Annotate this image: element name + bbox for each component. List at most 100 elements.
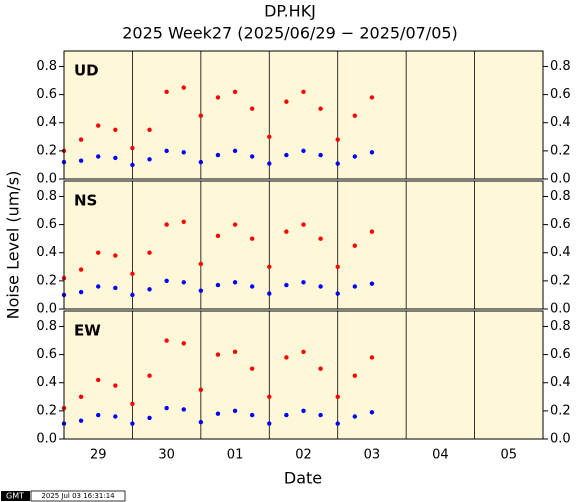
y-tick-label-right: 0.8 bbox=[550, 59, 571, 74]
data-point bbox=[96, 154, 101, 159]
data-point bbox=[96, 412, 101, 418]
data-point bbox=[232, 408, 238, 414]
data-point bbox=[232, 280, 238, 285]
data-point bbox=[335, 137, 340, 142]
plot-area bbox=[64, 181, 543, 309]
data-point bbox=[335, 291, 340, 296]
data-point bbox=[352, 373, 358, 378]
data-point bbox=[147, 373, 152, 378]
data-point bbox=[215, 352, 221, 357]
panel-label: NS bbox=[74, 192, 97, 210]
data-point bbox=[164, 222, 169, 227]
data-point bbox=[215, 411, 221, 416]
data-point bbox=[352, 243, 358, 248]
data-point bbox=[318, 284, 323, 289]
data-point bbox=[284, 282, 289, 288]
data-point bbox=[335, 394, 340, 400]
y-tick-label-right: 0.0 bbox=[550, 432, 571, 447]
data-point bbox=[369, 355, 375, 360]
data-point bbox=[267, 264, 272, 270]
data-point bbox=[215, 95, 221, 100]
data-point bbox=[249, 412, 255, 418]
data-point bbox=[249, 154, 255, 159]
y-tick-label: 0.2 bbox=[36, 273, 57, 288]
data-point bbox=[232, 148, 238, 154]
data-point bbox=[284, 229, 289, 234]
data-point bbox=[198, 419, 204, 425]
data-point bbox=[318, 412, 323, 418]
data-point bbox=[301, 280, 306, 285]
data-point bbox=[369, 229, 375, 234]
plot-frame bbox=[63, 50, 544, 180]
data-point bbox=[181, 280, 186, 285]
x-tick-label: 29 bbox=[90, 448, 107, 463]
data-point bbox=[147, 287, 152, 292]
x-axis-label: Date bbox=[284, 469, 322, 488]
data-point bbox=[198, 113, 204, 118]
data-point bbox=[130, 162, 135, 168]
data-point bbox=[335, 421, 340, 426]
data-point bbox=[301, 89, 306, 94]
data-point bbox=[284, 412, 289, 418]
data-point bbox=[78, 137, 84, 142]
plot-area bbox=[64, 51, 543, 179]
data-point bbox=[147, 415, 152, 421]
data-point bbox=[318, 236, 323, 241]
data-point bbox=[232, 89, 238, 94]
data-point bbox=[96, 123, 101, 128]
y-tick-label: 0.2 bbox=[36, 403, 57, 418]
data-point bbox=[267, 421, 272, 426]
y-tick-label-right: 0.0 bbox=[550, 172, 571, 187]
data-point bbox=[78, 158, 84, 163]
data-point bbox=[318, 152, 323, 158]
y-tick-label: 0.0 bbox=[36, 432, 57, 447]
y-tick-label-right: 0.8 bbox=[550, 189, 571, 204]
data-point bbox=[164, 405, 169, 411]
y-tick-label: 0.0 bbox=[36, 172, 57, 187]
data-point bbox=[181, 150, 186, 155]
data-point bbox=[96, 284, 101, 289]
data-point bbox=[215, 282, 221, 288]
data-point bbox=[249, 284, 255, 289]
y-tick-label-right: 0.0 bbox=[550, 302, 571, 317]
chart-subtitle: 2025 Week27 (2025/06/29 − 2025/07/05) bbox=[122, 24, 458, 43]
y-tick-label: 0.0 bbox=[36, 302, 57, 317]
timestamp-box bbox=[30, 490, 126, 502]
y-tick-label: 0.2 bbox=[36, 143, 57, 158]
y-tick-label-right: 0.6 bbox=[550, 217, 571, 232]
y-tick-label-right: 0.2 bbox=[550, 273, 571, 288]
y-tick-label-right: 0.8 bbox=[550, 319, 571, 334]
data-point bbox=[78, 289, 84, 295]
data-point bbox=[215, 152, 221, 158]
data-point bbox=[352, 414, 358, 419]
data-point bbox=[352, 113, 358, 118]
data-point bbox=[113, 253, 118, 258]
data-point bbox=[113, 383, 118, 388]
y-tick-label: 0.6 bbox=[36, 217, 57, 232]
y-tick-label-right: 0.4 bbox=[550, 245, 571, 260]
x-tick-label: 01 bbox=[227, 448, 244, 463]
y-tick-label: 0.4 bbox=[36, 115, 57, 130]
y-tick-label: 0.8 bbox=[36, 189, 57, 204]
data-point bbox=[147, 250, 152, 255]
y-tick-label: 0.8 bbox=[36, 59, 57, 74]
data-point bbox=[267, 161, 272, 166]
data-point bbox=[164, 89, 169, 94]
x-tick-label: 05 bbox=[501, 448, 518, 463]
logo-box bbox=[1, 491, 30, 501]
data-point bbox=[113, 285, 118, 291]
data-point bbox=[130, 271, 135, 277]
data-point bbox=[130, 401, 135, 407]
data-point bbox=[130, 292, 135, 298]
timestamp: 2025 Jul 03 16:31:14 bbox=[41, 492, 115, 500]
x-tick-label: 03 bbox=[364, 448, 381, 463]
y-tick-label: 0.6 bbox=[36, 87, 57, 102]
data-point bbox=[78, 394, 84, 400]
data-point bbox=[318, 366, 323, 371]
data-point bbox=[232, 222, 238, 227]
data-point bbox=[113, 155, 118, 161]
data-point bbox=[113, 414, 118, 419]
data-point bbox=[181, 407, 186, 412]
data-point bbox=[198, 261, 204, 267]
y-tick-label: 0.4 bbox=[36, 375, 57, 390]
